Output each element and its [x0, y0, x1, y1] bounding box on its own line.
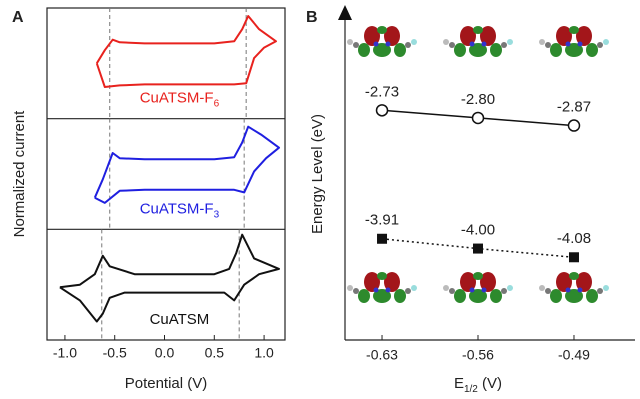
- data-point: [568, 120, 579, 131]
- curve-label: CuATSM-F3: [140, 200, 220, 220]
- x-tick-label: -0.56: [462, 347, 494, 363]
- cv-curve: [60, 235, 279, 322]
- plot-frame: [47, 8, 285, 340]
- curve-label: CuATSM: [150, 311, 210, 328]
- data-point: [569, 252, 579, 262]
- y-axis-arrow: [338, 5, 352, 20]
- value-label: -4.08: [557, 230, 591, 247]
- y-axis-title: Normalized current: [11, 110, 28, 238]
- x-tick-label: 0.5: [205, 345, 225, 361]
- value-label: -2.87: [557, 99, 591, 116]
- data-point: [473, 112, 484, 123]
- data-point: [377, 105, 388, 116]
- cv-curve: [95, 127, 279, 203]
- curve-name: CuATSM: [150, 311, 210, 328]
- curve-name-sub: 3: [214, 209, 220, 220]
- curve-name: CuATSM-F: [140, 90, 214, 107]
- x-tick-label: -0.5: [103, 345, 127, 361]
- curve-name-sub: 6: [214, 98, 220, 109]
- cv-curve: [97, 16, 276, 87]
- x-axis-title-rest: (V): [478, 375, 502, 392]
- x-axis-title-sub: 1/2: [464, 384, 478, 395]
- x-axis-title: Potential (V): [125, 375, 208, 392]
- figure: A Normalized current Potential (V) -1.0 -0.5…: [0, 0, 640, 399]
- curve-name: CuATSM-F: [140, 200, 214, 217]
- value-label: -3.91: [365, 212, 399, 229]
- x-tick-label: -1.0: [53, 345, 77, 361]
- panel-label: A: [12, 9, 24, 26]
- curve-label: CuATSM-F6: [140, 90, 220, 110]
- x-tick-label: 1.0: [254, 345, 274, 361]
- panel-label: B: [306, 9, 318, 26]
- value-label: -2.73: [365, 83, 399, 100]
- value-label: -2.80: [461, 91, 495, 108]
- x-axis-title: E1/2 (V): [454, 375, 502, 395]
- data-point: [473, 244, 483, 254]
- data-point: [377, 234, 387, 244]
- x-tick-label: -0.63: [366, 347, 398, 363]
- x-axis-title-main: E: [454, 375, 464, 392]
- value-label: -4.00: [461, 222, 495, 239]
- y-axis-title: Energy Level (eV): [309, 114, 326, 234]
- x-tick-label: 0.0: [155, 345, 175, 361]
- x-tick-label: -0.49: [558, 347, 590, 363]
